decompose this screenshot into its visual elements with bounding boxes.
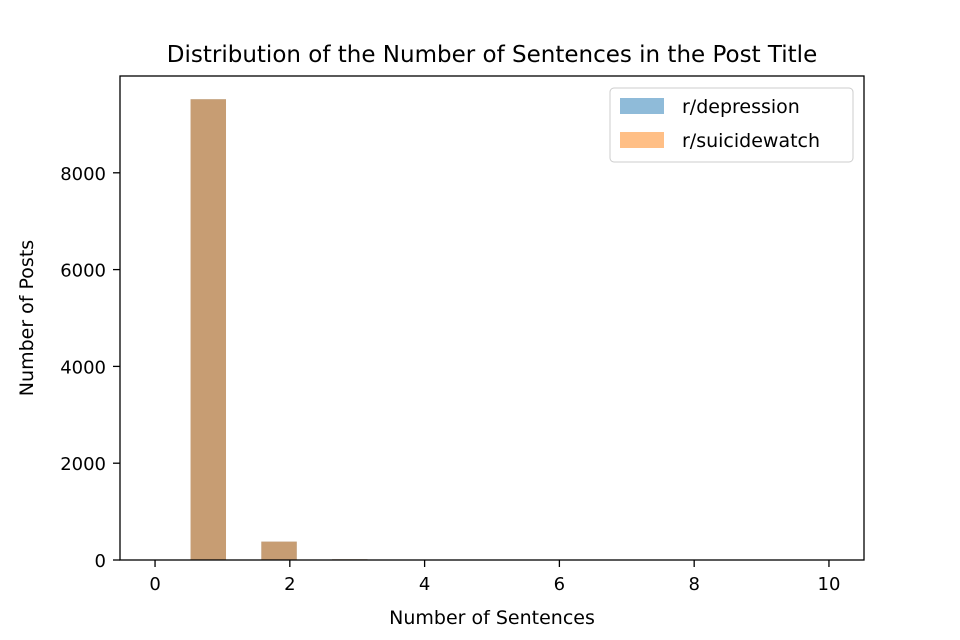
y-tick-label: 2000 xyxy=(60,454,106,475)
legend-frame xyxy=(609,87,854,163)
x-tick-label: 6 xyxy=(554,574,565,595)
x-tick-label: 2 xyxy=(284,574,295,595)
y-tick-label: 8000 xyxy=(60,164,106,185)
plot-frame xyxy=(119,75,865,561)
legend-label-depression: r/depression xyxy=(682,96,800,118)
y-tick-label: 0 xyxy=(95,551,106,572)
x-tick-label: 4 xyxy=(419,574,430,595)
x-axis-ticks: 0 2 4 6 8 10 xyxy=(149,560,840,595)
legend-label-suicidewatch: r/suicidewatch xyxy=(682,130,820,152)
legend-swatch-suicidewatch xyxy=(620,132,664,148)
legend: r/depression r/suicidewatch xyxy=(609,87,854,163)
x-tick-label: 10 xyxy=(818,574,841,595)
y-tick-label: 4000 xyxy=(60,357,106,378)
legend-swatch-depression xyxy=(620,98,664,114)
y-axis-ticks: 0 2000 4000 6000 8000 xyxy=(60,164,120,572)
bar-series-1-bin-0 xyxy=(190,99,227,561)
x-axis-label: Number of Sentences xyxy=(389,607,595,629)
y-axis-label: Number of Posts xyxy=(16,240,38,396)
chart-title: Distribution of the Number of Sentences … xyxy=(167,42,817,68)
x-tick-label: 0 xyxy=(149,574,160,595)
bar-series-1-bin-1 xyxy=(261,541,297,560)
y-tick-label: 6000 xyxy=(60,261,106,282)
x-tick-label: 8 xyxy=(688,574,699,595)
bars-group xyxy=(190,99,368,561)
